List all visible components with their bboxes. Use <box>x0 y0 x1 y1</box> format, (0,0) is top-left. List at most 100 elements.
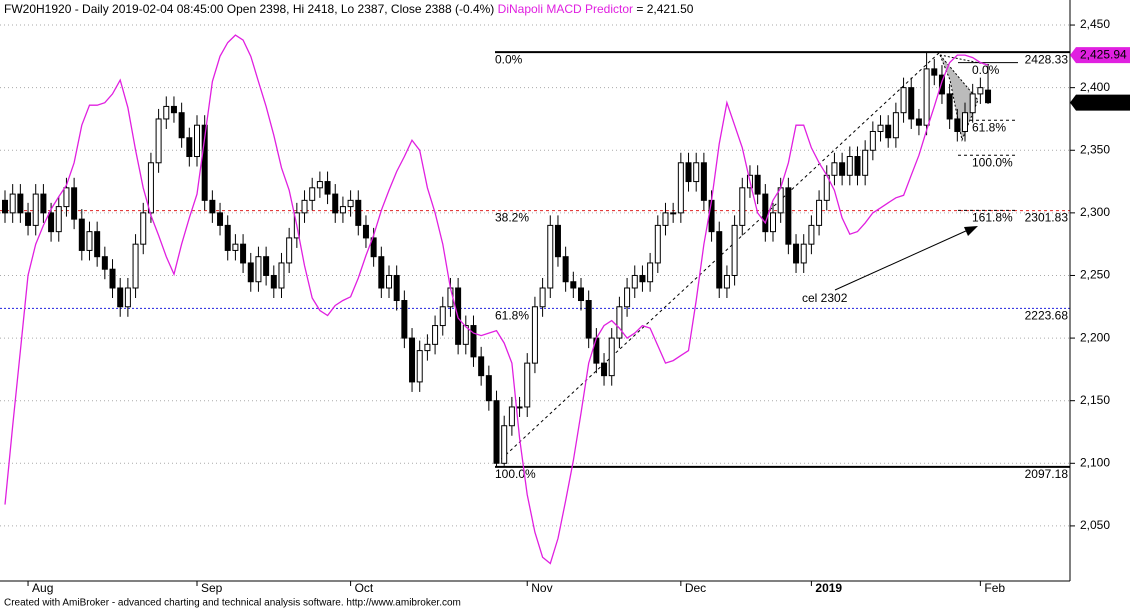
candle-body <box>416 350 423 383</box>
fib-value: 2223.68 <box>1025 309 1069 323</box>
candle-body <box>270 274 277 289</box>
candle-body <box>209 199 216 214</box>
candle-body <box>147 162 154 214</box>
candle-body <box>562 256 569 283</box>
candle-body <box>48 212 55 233</box>
candle-body <box>570 281 577 289</box>
candle-body <box>178 112 185 139</box>
candle-body <box>908 87 915 120</box>
candle-body <box>578 287 584 302</box>
candle-body <box>647 262 654 283</box>
candle-body <box>869 130 876 151</box>
candle-body <box>585 300 592 339</box>
price-tag <box>1070 94 1130 111</box>
candle-body <box>723 274 730 289</box>
candle-body <box>877 124 884 132</box>
candle-body <box>393 274 400 302</box>
x-tick-label: Feb <box>984 581 1005 595</box>
y-tick-label: 2,300 <box>1080 205 1110 219</box>
candle-body <box>654 224 661 264</box>
candle-body <box>9 193 16 214</box>
candle-body <box>846 156 853 176</box>
candle-body <box>962 112 968 132</box>
candle-body <box>462 325 469 345</box>
candle-body <box>516 406 523 409</box>
candle-body <box>247 262 254 283</box>
fib-pct: 61.8% <box>495 309 529 323</box>
candle-body <box>309 187 316 201</box>
fib-levels: 0.0% 2428.33 38.2% 2301.83 61.8% 2223.68 100.0… <box>0 51 1070 481</box>
axis-labels: 2,050 2,100 2,150 2,200 2,250 2,300 2,350 2,400… <box>27 17 1130 595</box>
candle-body <box>639 274 646 283</box>
candle-body <box>78 218 85 251</box>
candle-body <box>677 162 684 214</box>
price-tag <box>1070 47 1130 64</box>
candle-body <box>155 118 162 164</box>
candle-body <box>63 187 70 208</box>
pattern-line <box>939 54 991 66</box>
fib-value: 2301.83 <box>1025 211 1069 225</box>
candle-body <box>685 162 692 183</box>
y-tick-label: 2,100 <box>1080 455 1110 469</box>
candle-body <box>954 118 961 132</box>
candle-body <box>501 425 508 464</box>
fib-value: 2097.18 <box>1025 467 1069 481</box>
candle-body <box>547 224 554 289</box>
candle-body <box>754 174 761 195</box>
candle-body <box>977 87 984 95</box>
candle-body <box>163 105 170 120</box>
candle-body <box>969 93 976 114</box>
candle-body <box>424 343 431 352</box>
candle-body <box>132 243 139 289</box>
y-tick-label: 2,200 <box>1080 330 1110 344</box>
candle-body <box>17 193 24 214</box>
candle-body <box>470 325 477 358</box>
candle-body <box>301 199 308 214</box>
candle-body <box>770 212 776 233</box>
candle-body <box>731 224 738 276</box>
candle-body <box>401 300 408 339</box>
candle-body <box>739 187 746 226</box>
candle-body <box>601 362 608 377</box>
y-tick-label: 2,450 <box>1080 17 1110 31</box>
candle-body <box>839 162 846 176</box>
indicator-line <box>4 34 989 565</box>
title: FW20H1920 - Daily 2019-02-04 08:45:00 Op… <box>4 2 494 16</box>
candle-body <box>531 306 538 364</box>
candle-body <box>439 306 446 327</box>
candle-body <box>409 337 416 383</box>
candle-body <box>631 274 638 289</box>
indicator-name: DiNapoli MACD Predictor <box>498 2 633 16</box>
candle-body <box>854 156 861 176</box>
candle-body <box>915 118 922 126</box>
target-note: cel 2302 <box>802 291 848 305</box>
candle-body <box>923 68 930 126</box>
candle-body <box>816 199 823 226</box>
candle-body <box>554 224 561 258</box>
candle-body <box>808 224 815 245</box>
candle-body <box>32 193 39 226</box>
candle-body <box>900 87 907 114</box>
projection-label: 161.8% <box>972 211 1013 225</box>
candle-body <box>624 287 631 308</box>
candles <box>2 52 992 468</box>
fib-pct: 0.0% <box>495 52 523 66</box>
candle-body <box>508 406 515 427</box>
candle-body <box>370 237 377 258</box>
candle-body <box>793 243 800 264</box>
candle-body <box>608 337 615 377</box>
candle-body <box>124 287 131 308</box>
y-tick-label: 2,250 <box>1080 268 1110 282</box>
indicator-readout: = 2,421.50 <box>636 2 693 16</box>
candle-body <box>478 356 485 377</box>
candle-body <box>232 243 239 251</box>
candle-body <box>101 256 108 270</box>
candle-body <box>255 256 262 283</box>
candle-body <box>670 212 677 215</box>
candle-body <box>355 199 362 226</box>
y-tick-label: 2,050 <box>1080 518 1110 532</box>
chart-title: FW20H1920 - Daily 2019-02-04 08:45:00 Op… <box>4 2 694 16</box>
y-tick-label: 2,400 <box>1080 80 1110 94</box>
candle-body <box>140 212 147 245</box>
